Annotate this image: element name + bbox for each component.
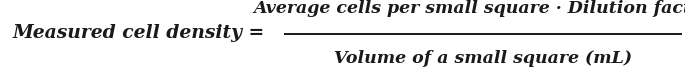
Text: Measured cell density =: Measured cell density = xyxy=(12,25,271,42)
Text: Volume of a small square (mL): Volume of a small square (mL) xyxy=(334,50,632,67)
Text: Average cells per small square · Dilution factor: Average cells per small square · Dilutio… xyxy=(253,0,685,17)
